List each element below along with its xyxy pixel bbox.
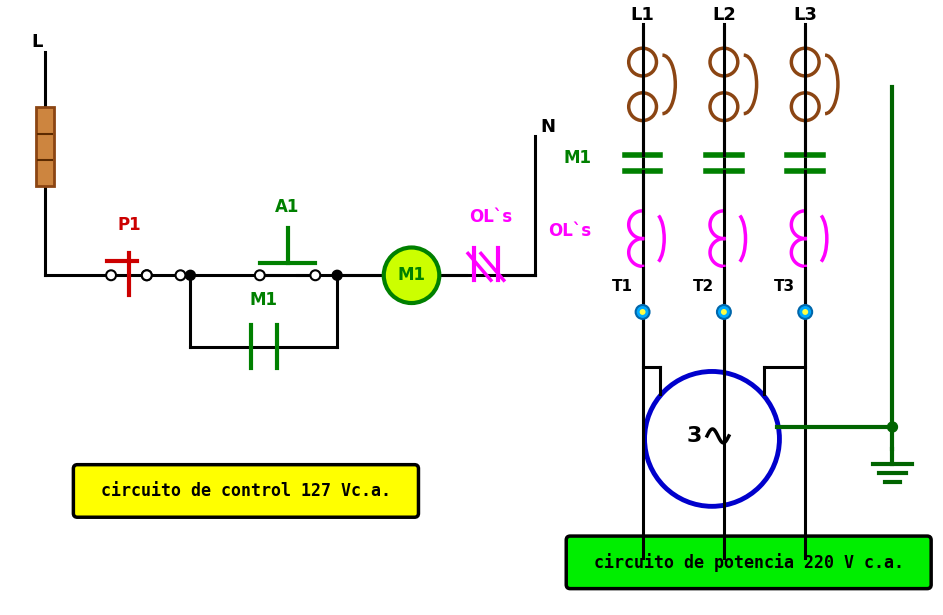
Circle shape — [799, 305, 812, 319]
Circle shape — [384, 247, 439, 303]
Text: circuito de potencia 220 V c.a.: circuito de potencia 220 V c.a. — [594, 553, 903, 572]
Text: L3: L3 — [793, 7, 818, 25]
Circle shape — [107, 271, 116, 280]
FancyBboxPatch shape — [566, 536, 931, 589]
Text: L1: L1 — [631, 7, 654, 25]
Text: P1: P1 — [117, 216, 141, 234]
Text: N: N — [540, 117, 555, 135]
Circle shape — [639, 309, 646, 315]
Circle shape — [141, 271, 152, 280]
Circle shape — [332, 271, 342, 280]
Text: A1: A1 — [275, 198, 300, 216]
FancyBboxPatch shape — [74, 465, 419, 517]
Text: M1: M1 — [250, 291, 278, 309]
Circle shape — [717, 305, 731, 319]
Circle shape — [310, 271, 321, 280]
Circle shape — [720, 309, 727, 315]
Text: 3: 3 — [687, 426, 703, 446]
Circle shape — [636, 305, 650, 319]
Circle shape — [255, 271, 265, 280]
Circle shape — [802, 309, 808, 315]
Text: T3: T3 — [774, 279, 795, 294]
Bar — [36, 106, 54, 186]
Text: circuito de control 127 Vc.a.: circuito de control 127 Vc.a. — [101, 482, 391, 500]
Text: OL`s: OL`s — [548, 221, 591, 240]
Circle shape — [186, 271, 195, 280]
Circle shape — [175, 271, 186, 280]
Text: M1: M1 — [398, 266, 425, 284]
Text: OL`s: OL`s — [470, 208, 512, 226]
Text: T1: T1 — [612, 279, 633, 294]
Text: L: L — [31, 33, 42, 51]
Circle shape — [141, 271, 152, 280]
Text: L2: L2 — [712, 7, 736, 25]
Text: M1: M1 — [563, 149, 591, 167]
Text: T2: T2 — [693, 279, 714, 294]
Circle shape — [887, 422, 898, 432]
